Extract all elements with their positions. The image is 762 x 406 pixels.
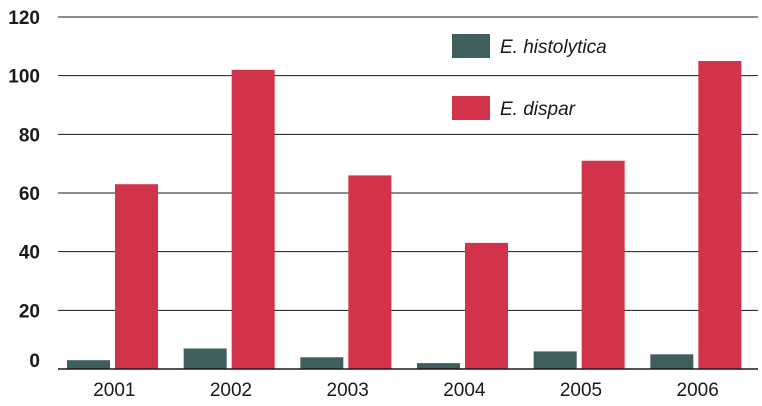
legend-item-e-dispar: E. dispar [452, 96, 576, 120]
bar-e-dispar-2001 [115, 184, 158, 369]
y-tick-label: 80 [19, 125, 40, 146]
bars [67, 61, 742, 370]
x-category-label: 2003 [327, 380, 369, 401]
legend-label-e-dispar: E. dispar [500, 99, 576, 120]
bar-e-dispar-2003 [348, 175, 392, 369]
x-category-label: 2004 [443, 380, 486, 401]
bar-e-dispar-2006 [698, 61, 742, 369]
bar-e-histolytica-2003 [300, 357, 344, 369]
bar-e-dispar-2002 [231, 69, 275, 370]
x-category-label: 2002 [210, 380, 252, 401]
legend: E. histolytica E. dispar [452, 34, 607, 120]
y-tick-label: 120 [8, 8, 40, 29]
legend-swatch-e-histolytica [452, 34, 490, 58]
y-axis-ticks: 0 20 40 60 80 100 120 [8, 8, 40, 372]
y-tick-label: 100 [8, 67, 40, 88]
y-tick-label: 0 [29, 351, 40, 372]
x-category-label: 2005 [560, 380, 602, 401]
x-axis-categories: 2001 2002 2003 2004 2005 2006 [93, 380, 719, 401]
y-tick-label: 40 [19, 243, 40, 264]
x-category-label: 2006 [677, 380, 719, 401]
bar-e-dispar-2004 [465, 242, 508, 369]
legend-item-e-histolytica: E. histolytica [452, 34, 607, 58]
bar-e-histolytica-2005 [533, 351, 577, 369]
bar-e-histolytica-2004 [417, 363, 460, 369]
bar-e-dispar-2005 [581, 160, 625, 369]
gridlines [58, 16, 758, 311]
y-tick-label: 60 [19, 184, 40, 205]
y-tick-label: 20 [19, 301, 40, 322]
bar-e-histolytica-2006 [650, 354, 694, 369]
bar-e-histolytica-2002 [183, 348, 227, 369]
legend-label-e-histolytica: E. histolytica [500, 37, 607, 58]
bar-e-histolytica-2001 [67, 360, 110, 369]
x-category-label: 2001 [93, 380, 135, 401]
legend-swatch-e-dispar [452, 96, 490, 120]
